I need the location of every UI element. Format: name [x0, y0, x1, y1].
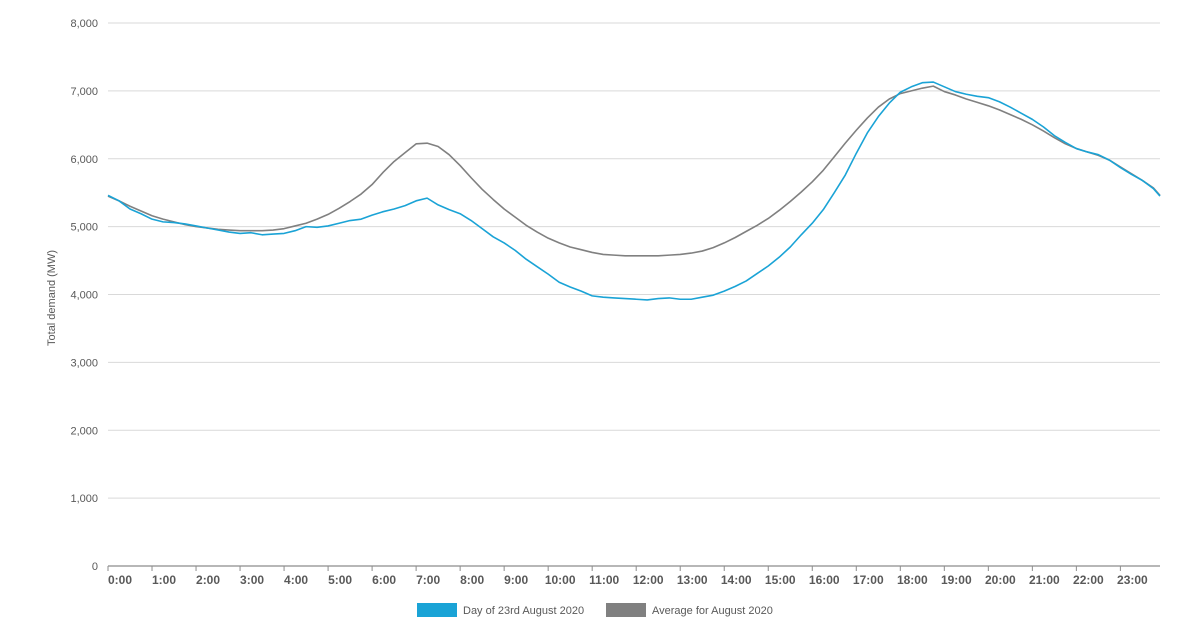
- legend: Day of 23rd August 2020 Average for Augus…: [417, 603, 773, 617]
- y-tick-label: 3,000: [70, 357, 98, 369]
- series-line-1: [107, 85, 1161, 257]
- x-tick-label: 15:00: [765, 573, 796, 587]
- x-tick-label: 23:00: [1117, 573, 1148, 587]
- x-tick-label: 6:00: [372, 573, 396, 587]
- gridlines: [108, 22, 1160, 499]
- x-tick-label: 12:00: [633, 573, 664, 587]
- x-tick-label: 14:00: [721, 573, 752, 587]
- legend-swatch-1: [606, 603, 646, 617]
- x-tick-label: 5:00: [328, 573, 352, 587]
- x-tick-label: 22:00: [1073, 573, 1104, 587]
- y-tick-label: 8,000: [70, 18, 98, 30]
- y-tick-label: 1,000: [70, 493, 98, 505]
- x-tick-label: 18:00: [897, 573, 928, 587]
- x-tick-label: 19:00: [941, 573, 972, 587]
- x-tick-label: 16:00: [809, 573, 840, 587]
- y-tick-label: 2,000: [70, 425, 98, 437]
- y-axis-tick-labels: 0 1,000 2,000 3,000 4,000 5,000 6,000 7,000 8,00…: [70, 18, 98, 573]
- x-tick-label: 9:00: [504, 573, 528, 587]
- y-tick-label: 6,000: [70, 154, 98, 166]
- y-tick-label: 5,000: [70, 222, 98, 234]
- series-line-0: [107, 81, 1161, 301]
- y-axis-title: Total demand (MW): [46, 250, 58, 346]
- x-tick-label: 13:00: [677, 573, 708, 587]
- x-tick-label: 2:00: [196, 573, 220, 587]
- legend-label-1: Average for August 2020: [652, 605, 773, 617]
- x-axis-tick-labels: 0:00 1:00 2:00 3:00 4:00 5:00 6:00 7:00 8:00 9:00…: [107, 566, 1148, 587]
- x-tick-label: 20:00: [985, 573, 1016, 587]
- x-tick-label: 1:00: [152, 573, 176, 587]
- legend-swatch-0: [417, 603, 457, 617]
- series-lines: [107, 81, 1161, 301]
- x-tick-label: 7:00: [416, 573, 440, 587]
- x-tick-label: 0:00: [108, 573, 132, 587]
- x-tick-label: 8:00: [460, 573, 484, 587]
- x-tick-label: 3:00: [240, 573, 264, 587]
- x-tick-label: 17:00: [853, 573, 884, 587]
- y-tick-label: 4,000: [70, 290, 98, 302]
- y-tick-label: 0: [92, 561, 98, 573]
- x-tick-label: 21:00: [1029, 573, 1060, 587]
- x-tick-label: 11:00: [589, 573, 619, 587]
- x-tick-label: 10:00: [545, 573, 576, 587]
- y-tick-label: 7,000: [70, 86, 98, 98]
- legend-label-0: Day of 23rd August 2020: [463, 605, 584, 617]
- x-tick-label: 4:00: [284, 573, 308, 587]
